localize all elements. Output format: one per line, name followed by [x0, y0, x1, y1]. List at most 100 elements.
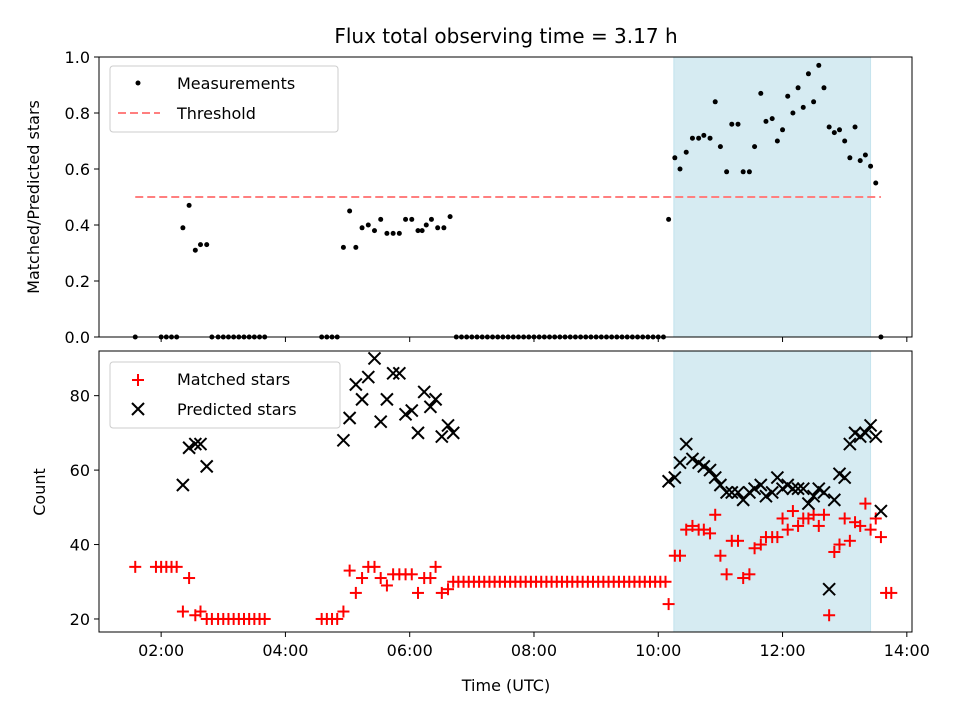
matched-stars-point [697, 523, 710, 536]
y-tick-label: 60 [70, 461, 90, 480]
predicted-stars-point [349, 377, 363, 392]
legend-measurements-label: Measurements [177, 74, 295, 93]
predicted-stars-point [182, 441, 196, 455]
predicted-stars-point [380, 392, 394, 407]
matched-stars-point [176, 605, 189, 618]
bottom-axes-frame [98, 350, 913, 633]
matched-stars-point [129, 560, 142, 573]
top-ylabel: Matched/Predicted stars [24, 100, 43, 294]
y-tick-label: 0.6 [65, 160, 90, 179]
matched-stars-point [258, 612, 271, 625]
matched-stars-point [854, 519, 867, 532]
matched-stars-point [424, 572, 437, 585]
predicted-stars-point [661, 474, 676, 488]
matched-stars-point [368, 560, 381, 573]
y-tick-label: 20 [70, 610, 90, 629]
y-tick-label: 40 [70, 536, 90, 555]
matched-stars-point [680, 523, 693, 536]
measurement-point [724, 169, 730, 175]
matched-stars-point [833, 538, 846, 551]
matched-stars-point [356, 572, 369, 585]
predicted-stars-point [679, 437, 693, 451]
matched-stars-point [781, 523, 794, 536]
measurement-point [712, 99, 718, 105]
matched-stars-point [411, 586, 424, 599]
predicted-stars-point [697, 459, 711, 474]
legend-matched-label: Matched stars [177, 370, 290, 389]
predicted-stars-point [863, 418, 878, 433]
matched-stars-point [812, 519, 825, 532]
measurement-point [729, 121, 735, 127]
predicted-stars-point [822, 582, 836, 596]
matched-stars-point [194, 605, 207, 618]
predicted-stars-point [770, 470, 785, 485]
legend-matched-marker [132, 374, 144, 386]
y-tick-label: 80 [70, 387, 90, 406]
measurement-point [441, 225, 447, 231]
predicted-stars-point [361, 370, 375, 384]
matched-stars-point [331, 612, 344, 625]
matched-stars-point [748, 542, 761, 555]
predicted-stars-point [786, 482, 800, 496]
predicted-stars-point [367, 351, 382, 366]
measurement-point [790, 110, 796, 116]
matched-stars-point [859, 497, 872, 510]
measurement-point [701, 132, 707, 138]
measurement-point [415, 228, 421, 234]
measurement-point [186, 202, 192, 208]
measurement-point [347, 208, 353, 214]
predicted-stars-point [796, 482, 810, 496]
measurement-point [707, 135, 713, 141]
matched-stars-point [674, 549, 687, 562]
predicted-stars-point [673, 455, 687, 470]
y-tick-label: 0.0 [65, 328, 90, 347]
measurement-point [735, 121, 741, 127]
predicted-stars-point [837, 470, 852, 485]
measurement-point [378, 216, 384, 222]
predicted-stars-point [441, 418, 455, 433]
matched-stars-point [743, 568, 756, 581]
predicted-stars-point [754, 478, 768, 492]
bottom-axis-ticks: 02:00 04:00 06:00 08:00 10:00 12:00 14:00 20 40 6… [70, 387, 930, 660]
measurement-point [821, 85, 827, 91]
measurement-point [780, 127, 786, 133]
predicted-stars-point [827, 493, 842, 507]
measurement-point [696, 135, 702, 141]
predicted-stars-point [747, 482, 762, 496]
measurement-point [403, 216, 409, 222]
measurement-point [419, 228, 425, 234]
predicted-stars-point [417, 385, 431, 399]
measurement-point [752, 144, 758, 150]
predicted-stars-point [725, 485, 739, 500]
measurement-point [842, 138, 848, 144]
x-tick-label: 12:00 [759, 641, 805, 660]
matched-stars-point [429, 560, 442, 573]
measurement-point [340, 244, 346, 250]
matched-stars-point [337, 605, 350, 618]
measurement-point [180, 225, 186, 231]
predicted-stars-point [685, 452, 700, 466]
matched-stars-point [792, 519, 805, 532]
matched-stars-point [874, 531, 887, 544]
predicted-stars-point [355, 392, 369, 407]
predicted-stars-point [336, 433, 351, 448]
matched-stars-point [776, 512, 789, 525]
matched-stars-point [864, 523, 877, 536]
predicted-stars-point [373, 415, 388, 429]
measurement-point [353, 244, 359, 250]
measurement-point [816, 62, 822, 68]
predicted-stars-point [817, 485, 831, 500]
matched-stars-point [704, 527, 717, 540]
measurement-point [435, 225, 441, 231]
measurement-point [857, 158, 863, 164]
predicted-stars-point [869, 429, 883, 444]
top-panel: 0.0 0.2 0.4 0.6 0.8 1.0 Matched/Predicted sta… [24, 48, 913, 347]
measurement-point [204, 242, 210, 248]
predicted-stars-point [731, 485, 745, 500]
measurement-point [365, 222, 371, 228]
measurement-point [197, 242, 203, 248]
x-tick-label: 02:00 [138, 641, 184, 660]
matched-stars-point [343, 564, 356, 577]
x-tick-label: 06:00 [387, 641, 433, 660]
